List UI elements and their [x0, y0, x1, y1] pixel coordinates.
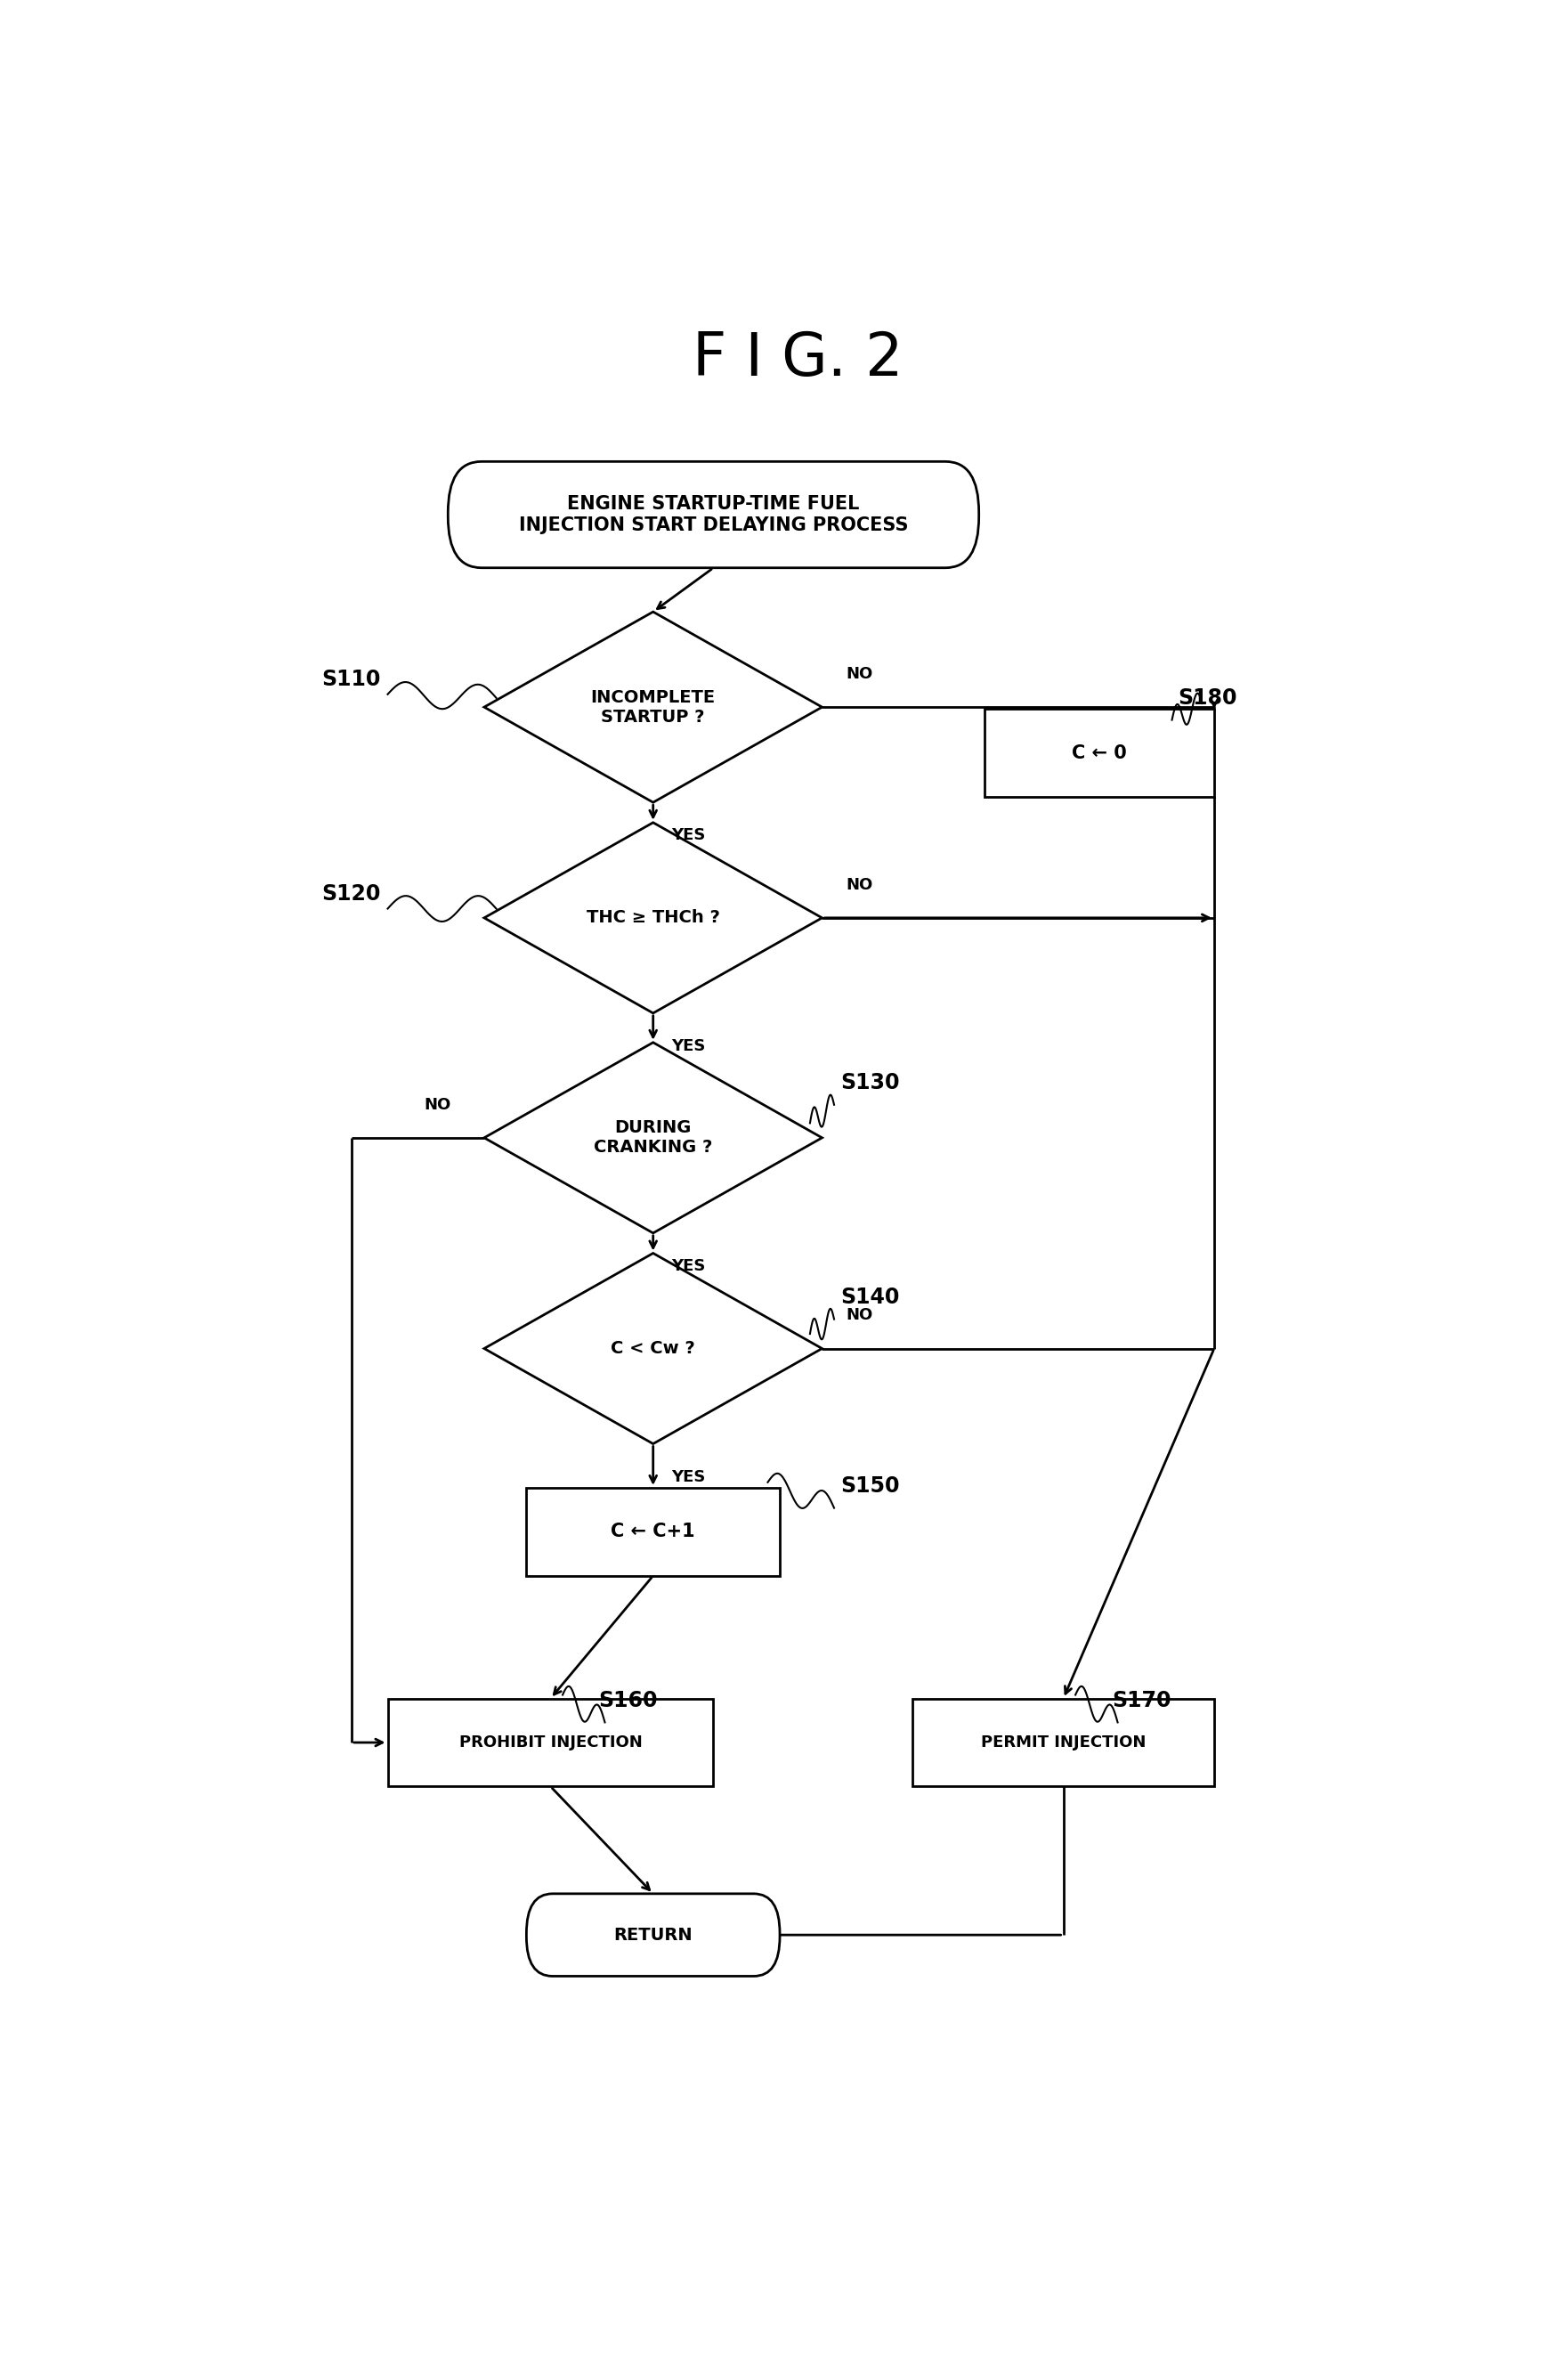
Text: PERMIT INJECTION: PERMIT INJECTION [980, 1735, 1145, 1752]
FancyBboxPatch shape [526, 1894, 780, 1975]
FancyBboxPatch shape [448, 462, 979, 569]
Text: S140: S140 [840, 1288, 899, 1309]
Text: YES: YES [671, 1038, 705, 1054]
Bar [526, 1488, 780, 1576]
Bar [912, 1699, 1214, 1787]
Text: S120: S120 [321, 883, 380, 904]
Text: NO: NO [423, 1097, 451, 1114]
Polygon shape [484, 823, 822, 1014]
Text: S130: S130 [840, 1071, 899, 1092]
Text: YES: YES [671, 1468, 705, 1485]
Text: YES: YES [671, 828, 705, 843]
Polygon shape [484, 612, 822, 802]
Text: DURING
CRANKING ?: DURING CRANKING ? [593, 1119, 713, 1157]
Text: C < Cw ?: C < Cw ? [610, 1340, 696, 1357]
Text: S170: S170 [1111, 1690, 1170, 1711]
Text: S150: S150 [840, 1476, 899, 1497]
Bar [387, 1699, 713, 1787]
Bar [985, 709, 1214, 797]
Text: THC ≥ THCh ?: THC ≥ THCh ? [587, 909, 719, 926]
Text: NO: NO [846, 876, 873, 892]
Text: C ← 0: C ← 0 [1072, 745, 1127, 762]
Text: NO: NO [846, 1307, 873, 1323]
Text: S180: S180 [1178, 688, 1237, 709]
Text: NO: NO [846, 666, 873, 683]
Text: C ← C+1: C ← C+1 [610, 1523, 696, 1540]
Text: INCOMPLETE
STARTUP ?: INCOMPLETE STARTUP ? [590, 688, 716, 726]
Polygon shape [484, 1254, 822, 1445]
Text: ENGINE STARTUP-TIME FUEL
INJECTION START DELAYING PROCESS: ENGINE STARTUP-TIME FUEL INJECTION START… [518, 495, 907, 533]
Text: YES: YES [671, 1259, 705, 1273]
Text: S110: S110 [321, 669, 380, 690]
Text: RETURN: RETURN [613, 1925, 692, 1944]
Text: PROHIBIT INJECTION: PROHIBIT INJECTION [459, 1735, 641, 1752]
Polygon shape [484, 1042, 822, 1233]
Text: F I G. 2: F I G. 2 [692, 328, 902, 388]
Text: S160: S160 [599, 1690, 658, 1711]
